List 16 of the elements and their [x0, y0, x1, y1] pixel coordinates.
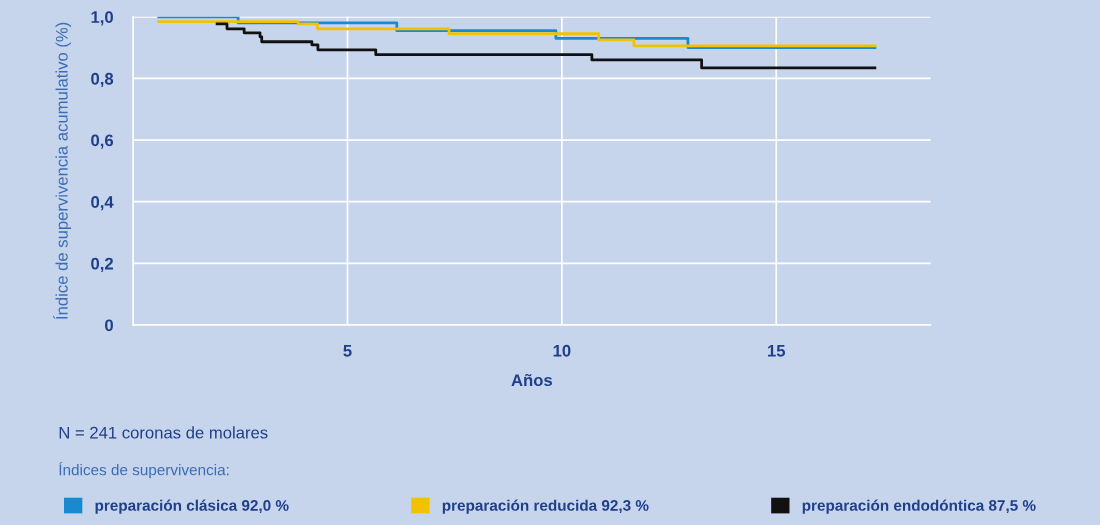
y-tick-label: 0 [105, 319, 113, 332]
text: N = 241 coronas de molares [59, 426, 268, 439]
legend-label: preparación reducida 92,3 % [442, 499, 649, 514]
y-tick-label: 0,4 [91, 196, 114, 211]
x-tick-label: 10 [553, 344, 571, 357]
y-tick-label: 0,8 [91, 72, 114, 88]
y-axis-title: Índice de supervivencia acumulativo (%) [53, 22, 72, 319]
text: Índices de supervivencia: [59, 461, 229, 479]
x-axis-title: Años [511, 373, 552, 387]
x-tick-label: 5 [343, 345, 352, 357]
x-tick-label: 15 [768, 345, 786, 357]
legend-label: preparación endodóntica 87,5 % [802, 499, 1036, 514]
y-tick-label: 0,2 [91, 257, 113, 272]
y-tick-label: 1,0 [91, 11, 113, 26]
y-tick-label: 0,6 [91, 134, 114, 149]
legend-label: preparación clásica 92,0 % [95, 499, 289, 514]
